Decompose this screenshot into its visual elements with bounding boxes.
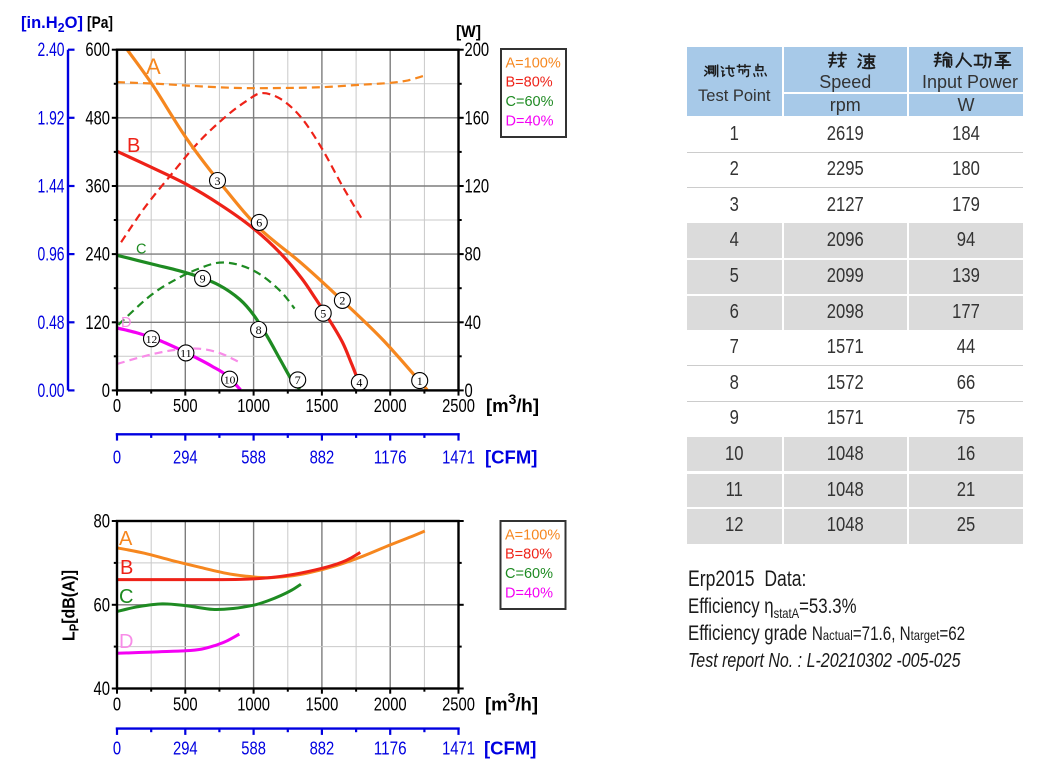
svg-text:1500: 1500: [306, 395, 339, 416]
svg-text:[W]: [W]: [456, 22, 481, 41]
svg-text:D: D: [121, 315, 131, 331]
svg-text:480: 480: [85, 108, 110, 129]
svg-text:240: 240: [85, 245, 110, 266]
svg-text:11: 11: [180, 349, 192, 360]
svg-text:0.00: 0.00: [38, 381, 65, 402]
svg-text:1176: 1176: [374, 447, 407, 468]
svg-text:0: 0: [113, 447, 121, 468]
svg-text:1000: 1000: [237, 395, 270, 416]
svg-text:1.92: 1.92: [38, 108, 65, 129]
svg-text:B=80%: B=80%: [505, 547, 552, 563]
svg-text:160: 160: [465, 108, 490, 129]
svg-text:1176: 1176: [374, 738, 407, 759]
svg-text:60: 60: [94, 595, 111, 616]
svg-text:360: 360: [85, 176, 110, 197]
svg-text:[m3/h]: [m3/h]: [486, 391, 539, 416]
svg-text:1500: 1500: [306, 694, 339, 715]
svg-text:588: 588: [241, 738, 266, 759]
svg-text:B: B: [120, 557, 133, 579]
svg-text:0: 0: [113, 395, 121, 416]
svg-text:294: 294: [173, 447, 198, 468]
svg-text:80: 80: [465, 245, 481, 266]
svg-text:8: 8: [256, 323, 262, 337]
svg-text:LP[dB(A)]: LP[dB(A)]: [59, 570, 82, 641]
svg-text:5: 5: [320, 307, 326, 321]
svg-text:120: 120: [465, 176, 490, 197]
svg-text:882: 882: [310, 447, 335, 468]
svg-text:B: B: [127, 135, 140, 157]
svg-text:0.48: 0.48: [38, 313, 65, 334]
svg-text:A=100%: A=100%: [506, 55, 561, 71]
svg-text:9: 9: [200, 272, 206, 286]
svg-text:500: 500: [173, 694, 198, 715]
svg-text:2500: 2500: [442, 395, 475, 416]
svg-text:D: D: [119, 631, 133, 653]
svg-text:[CFM]: [CFM]: [484, 738, 536, 759]
svg-text:0: 0: [113, 738, 121, 759]
svg-text:7: 7: [295, 373, 301, 387]
svg-text:0: 0: [465, 381, 473, 402]
svg-text:[m3/h]: [m3/h]: [485, 690, 538, 715]
svg-text:1.44: 1.44: [38, 176, 65, 197]
svg-text:[in.H2O]: [in.H2O]: [21, 14, 83, 35]
svg-text:10: 10: [224, 376, 236, 387]
svg-text:C=60%: C=60%: [506, 94, 554, 110]
svg-text:C=60%: C=60%: [505, 566, 553, 582]
svg-text:600: 600: [85, 40, 110, 61]
svg-text:500: 500: [173, 395, 198, 416]
svg-text:[Pa]: [Pa]: [87, 13, 113, 32]
svg-text:0.96: 0.96: [38, 245, 65, 266]
svg-text:2500: 2500: [442, 694, 475, 715]
svg-text:882: 882: [310, 738, 335, 759]
svg-text:B=80%: B=80%: [506, 75, 553, 91]
svg-text:A: A: [119, 528, 133, 550]
svg-text:40: 40: [94, 679, 111, 700]
svg-text:40: 40: [465, 313, 481, 334]
svg-text:1471: 1471: [442, 738, 475, 759]
svg-text:2.40: 2.40: [38, 40, 65, 61]
svg-text:12: 12: [146, 335, 158, 346]
svg-text:A=100%: A=100%: [505, 527, 560, 543]
svg-text:1: 1: [417, 374, 423, 388]
svg-text:120: 120: [85, 313, 110, 334]
svg-text:2000: 2000: [374, 395, 407, 416]
svg-text:0: 0: [102, 381, 110, 402]
svg-text:D=40%: D=40%: [506, 113, 554, 129]
svg-text:D=40%: D=40%: [505, 585, 553, 601]
svg-text:588: 588: [241, 447, 266, 468]
svg-text:[CFM]: [CFM]: [485, 447, 537, 468]
svg-text:0: 0: [113, 694, 121, 715]
svg-text:A: A: [146, 54, 161, 79]
svg-text:80: 80: [94, 512, 111, 533]
svg-text:2: 2: [339, 294, 345, 308]
svg-text:1000: 1000: [237, 694, 270, 715]
svg-text:1471: 1471: [442, 447, 475, 468]
svg-text:2000: 2000: [374, 694, 407, 715]
svg-text:C: C: [136, 242, 146, 258]
svg-text:3: 3: [215, 174, 221, 188]
svg-text:4: 4: [356, 376, 362, 390]
svg-text:200: 200: [465, 40, 490, 61]
svg-text:6: 6: [256, 216, 262, 230]
svg-text:C: C: [119, 586, 133, 608]
svg-text:294: 294: [173, 738, 198, 759]
